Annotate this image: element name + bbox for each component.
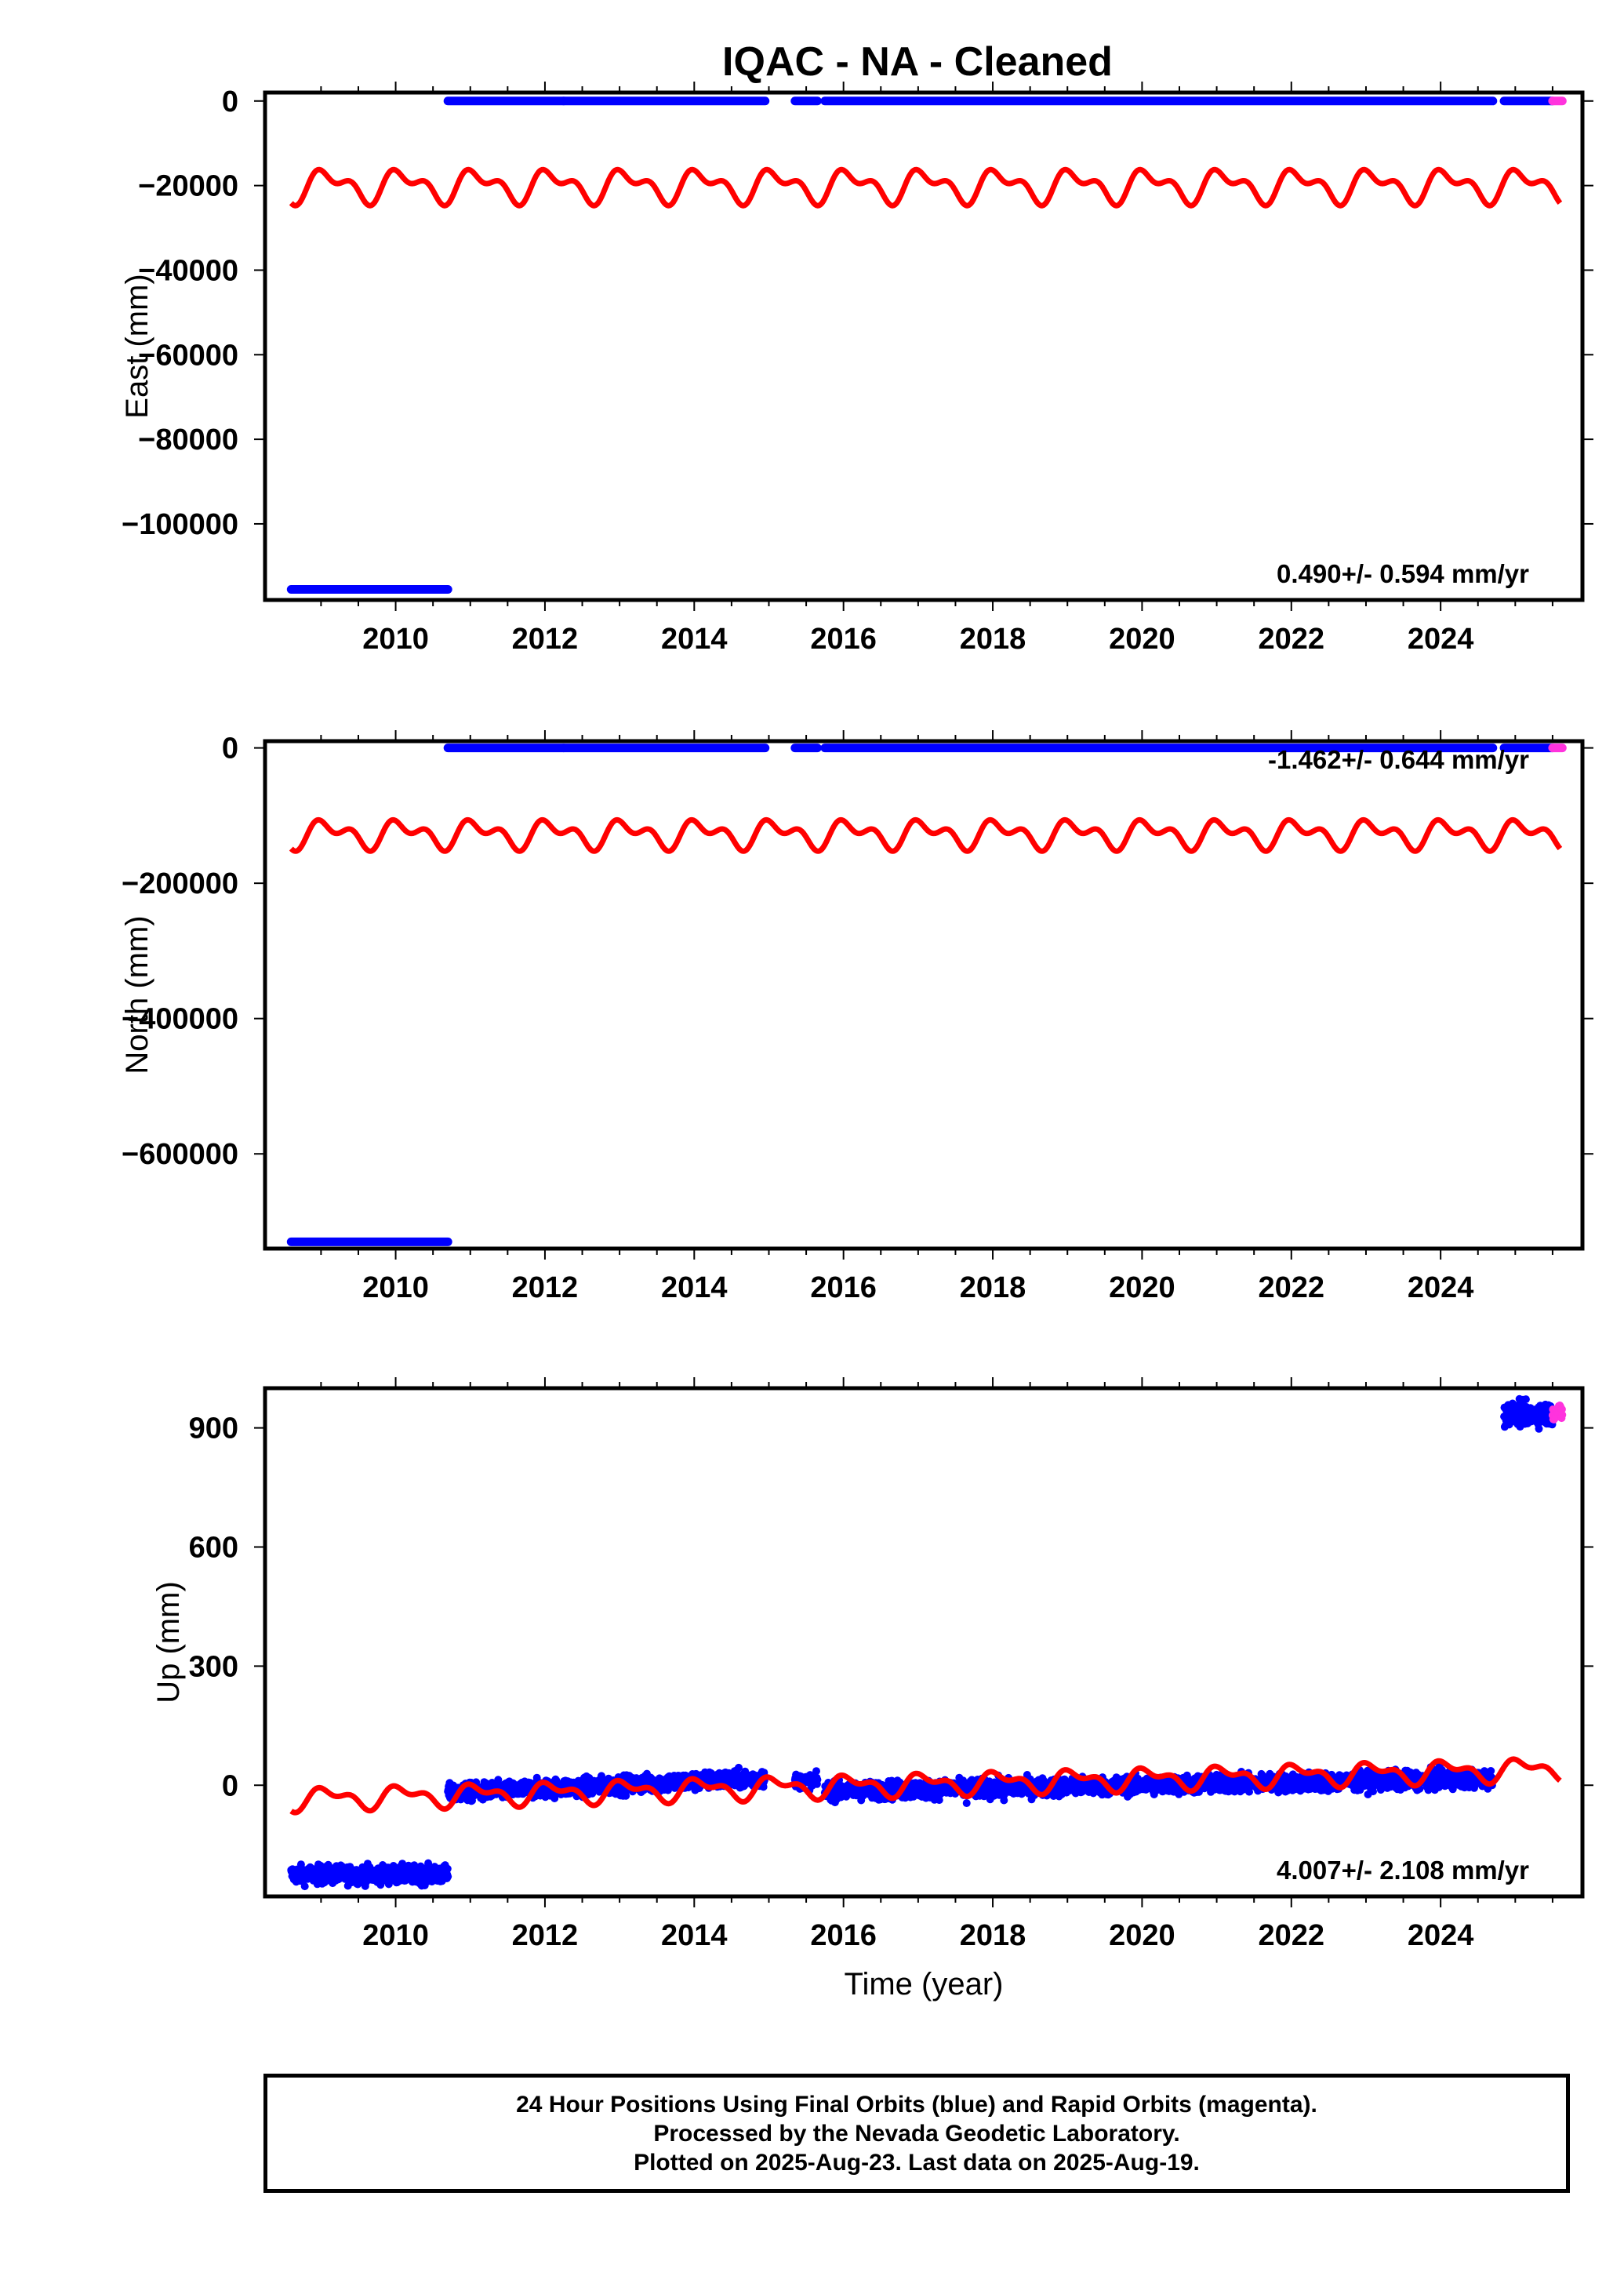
footer-box: 24 Hour Positions Using Final Orbits (bl…	[263, 2074, 1570, 2193]
up-data-point	[735, 1763, 743, 1772]
up-data-point	[1558, 1411, 1567, 1419]
east-ytick-label: −60000	[138, 339, 238, 372]
east-plot-frame	[263, 90, 1585, 602]
up-data-point	[300, 1882, 309, 1891]
north-xtick-label: 2018	[960, 1271, 1026, 1304]
up-ytick-label: 300	[189, 1650, 238, 1683]
east-rate-label: 0.490+/- 0.594 mm/yr	[1277, 559, 1529, 588]
up-ytick-label: 0	[222, 1769, 238, 1802]
north-panel: 2010 2012 2014 2016 2018 2020 2022 2024 0 −200000…	[120, 730, 1593, 1304]
east-data	[286, 96, 1567, 594]
up-data-point	[444, 1872, 452, 1881]
north-xtick-label: 2012	[512, 1271, 579, 1304]
up-xtick-label: 2016	[810, 1919, 877, 1952]
north-ytick-label: 0	[222, 733, 238, 765]
east-xtick-label: 2012	[512, 623, 579, 656]
up-xtick-label: 2020	[1109, 1919, 1175, 1952]
east-xtick-label: 2014	[661, 623, 728, 656]
footer-line-orbits: 24 Hour Positions Using Final Orbits (bl…	[516, 2091, 1317, 2118]
north-data	[286, 744, 1567, 1246]
up-panel: 2010 2012 2014 2016 2018 2020 2022 2024 900 600 30…	[151, 1377, 1593, 2001]
north-model-curve	[289, 816, 1563, 854]
up-data-point	[813, 1776, 822, 1784]
north-axis-label: North (mm)	[120, 915, 154, 1074]
up-rate-label: 4.007+/- 2.108 mm/yr	[1277, 1856, 1529, 1885]
east-ytick-label: −80000	[138, 424, 238, 456]
panels: 2010 2012 2014 2016 2018 2020 2022 2024 0 −20000 −…	[120, 82, 1593, 2001]
up-data-point	[443, 1864, 452, 1873]
north-xtick-label: 2016	[810, 1271, 877, 1304]
up-xtick-label: 2022	[1259, 1919, 1325, 1952]
north-xtick-label: 2020	[1109, 1271, 1175, 1304]
up-xtick-label: 2018	[960, 1919, 1026, 1952]
up-data-point	[962, 1799, 971, 1808]
up-xtick-label: 2024	[1408, 1919, 1474, 1952]
east-ytick-label: −40000	[138, 254, 238, 287]
up-plot-frame	[263, 1386, 1585, 1899]
up-data-point	[935, 1796, 943, 1805]
up-data-point	[424, 1859, 433, 1867]
up-data-point	[398, 1860, 407, 1868]
east-xtick-label: 2010	[362, 623, 429, 656]
up-xtick-label: 2012	[512, 1919, 579, 1952]
north-ytick-label: −600000	[122, 1138, 238, 1171]
up-xtick-label: 2014	[661, 1919, 728, 1952]
up-data-point	[1535, 1424, 1543, 1433]
east-ytick-label: 0	[222, 85, 238, 118]
north-plot-frame	[263, 739, 1585, 1251]
east-xtick-label: 2018	[960, 623, 1026, 656]
up-final-orbit-series	[287, 1859, 452, 1891]
north-xtick-label: 2024	[1408, 1271, 1474, 1304]
up-xtick-label: 2010	[362, 1919, 429, 1952]
east-axis-label: East (mm)	[120, 274, 154, 418]
east-xtick-label: 2022	[1259, 623, 1325, 656]
up-data	[287, 1394, 1567, 1891]
chart-title: IQAC - NA - Cleaned	[722, 39, 1113, 85]
north-xtick-label: 2022	[1259, 1271, 1325, 1304]
footer-line-plotted: Plotted on 2025-Aug-23. Last data on 202…	[634, 2149, 1200, 2176]
east-panel: 2010 2012 2014 2016 2018 2020 2022 2024 0 −20000 −…	[120, 82, 1593, 656]
up-data-point	[1521, 1395, 1530, 1404]
east-ytick-label: −100000	[122, 508, 238, 541]
east-model-curve	[289, 166, 1563, 209]
east-xtick-label: 2024	[1408, 623, 1474, 656]
x-axis-label: Time (year)	[845, 1967, 1004, 2001]
up-axis-label: Up (mm)	[151, 1581, 186, 1703]
up-ytick-label: 600	[189, 1532, 238, 1565]
north-ytick-label: −200000	[122, 867, 238, 900]
up-final-orbit-series	[790, 1767, 822, 1794]
up-final-orbit-series	[1500, 1394, 1557, 1433]
east-xtick-label: 2016	[810, 623, 877, 656]
east-xtick-label: 2020	[1109, 623, 1175, 656]
up-data-point	[812, 1767, 820, 1776]
north-ytick-label: −400000	[122, 1003, 238, 1036]
up-data-point	[1000, 1796, 1008, 1805]
north-rate-label: -1.462+/- 0.644 mm/yr	[1268, 745, 1529, 774]
north-xtick-label: 2010	[362, 1271, 429, 1304]
up-ytick-label: 900	[189, 1413, 238, 1445]
footer-line-processed: Processed by the Nevada Geodetic Laborat…	[653, 2120, 1180, 2147]
east-ytick-label: −20000	[138, 170, 238, 203]
north-xtick-label: 2014	[661, 1271, 728, 1304]
